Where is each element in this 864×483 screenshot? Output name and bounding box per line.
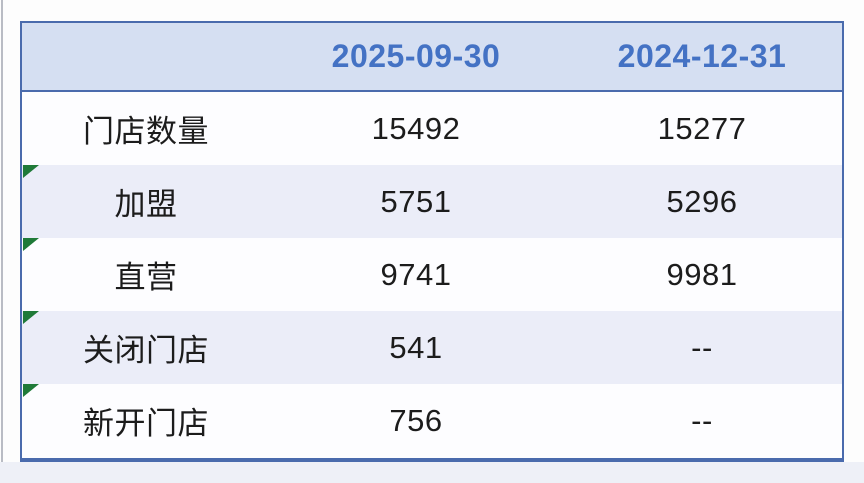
value-2025: 9741 xyxy=(380,256,452,292)
store-count-table: 2025-09-30 2024-12-31 门店数量 15492 15277 加… xyxy=(20,21,844,462)
value-2024: 5296 xyxy=(666,183,738,219)
note-triangle-icon xyxy=(23,238,39,251)
table-row-franchise: 加盟 5751 5296 xyxy=(22,165,842,238)
table-header-row: 2025-09-30 2024-12-31 xyxy=(22,23,842,92)
below-table-band xyxy=(0,462,864,483)
value-2025: 5751 xyxy=(380,183,452,219)
row-label: 关闭门店 xyxy=(83,333,209,368)
row-label: 直营 xyxy=(114,260,178,295)
left-edge-artifact-line xyxy=(1,0,3,483)
row-label: 新开门店 xyxy=(83,406,209,441)
value-2025: 756 xyxy=(389,402,443,438)
table-row-total-stores: 门店数量 15492 15277 xyxy=(22,92,842,165)
note-triangle-icon xyxy=(23,384,39,397)
row-label: 门店数量 xyxy=(83,114,209,149)
value-2024: 15277 xyxy=(657,110,747,146)
table-row-new-stores: 新开门店 756 -- xyxy=(22,384,842,457)
value-2025: 15492 xyxy=(371,110,461,146)
note-triangle-icon xyxy=(23,165,39,178)
row-label: 加盟 xyxy=(114,187,178,222)
header-date-2024: 2024-12-31 xyxy=(617,38,787,74)
table-row-closed-stores: 关闭门店 541 -- xyxy=(22,311,842,384)
value-2024: -- xyxy=(691,329,713,365)
value-2024: -- xyxy=(691,402,713,438)
value-2025: 541 xyxy=(389,329,443,365)
header-date-2025: 2025-09-30 xyxy=(331,38,501,74)
table-row-direct-operated: 直营 9741 9981 xyxy=(22,238,842,311)
note-triangle-icon xyxy=(23,311,39,324)
value-2024: 9981 xyxy=(666,256,738,292)
